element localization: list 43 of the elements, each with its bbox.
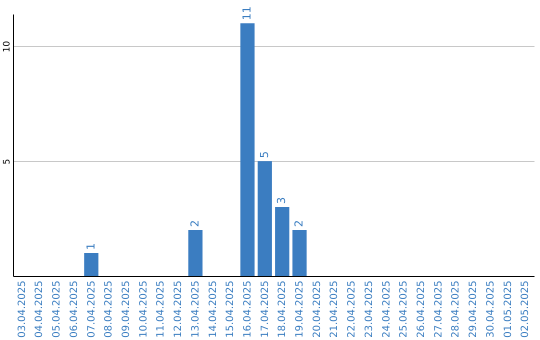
x-tick-label: 22.04.2025	[346, 280, 358, 338]
x-tick-label: 09.04.2025	[120, 280, 132, 338]
x-tick-label: 30.04.2025	[485, 280, 496, 338]
x-tick-label: 14.04.2025	[208, 280, 219, 338]
x-tick-label: 19.04.2025	[294, 280, 306, 338]
x-tick-label: 15.04.2025	[225, 280, 236, 338]
x-tick-label: 24.04.2025	[381, 280, 392, 338]
x-tick-label: 11.04.2025	[156, 280, 167, 338]
x-tick-label: 17.04.2025	[260, 280, 271, 338]
x-tick-label: 01.05.2025	[502, 280, 514, 338]
x-tick-label: 20.04.2025	[312, 280, 323, 338]
x-tick-label: 10.04.2025	[138, 280, 150, 338]
x-tick-label: 13.04.2025	[190, 280, 202, 338]
x-tick-label: 07.04.2025	[86, 280, 98, 338]
x-tick-label: 04.04.2025	[34, 280, 46, 338]
x-tick-label: 27.04.2025	[433, 280, 444, 338]
bar	[240, 23, 255, 276]
x-tick-label: 25.04.2025	[398, 280, 410, 338]
bar	[84, 253, 98, 276]
data-label: 1	[84, 243, 98, 250]
bar	[292, 230, 307, 276]
data-label: 3	[275, 197, 288, 204]
x-tick-label: 21.04.2025	[329, 280, 340, 338]
y-tick-label: 10	[2, 40, 12, 52]
x-tick-label: 12.04.2025	[173, 280, 184, 338]
data-label: 11	[240, 6, 254, 20]
x-tick-label: 06.04.2025	[68, 280, 80, 338]
data-label: 2	[292, 220, 306, 228]
x-tick-label: 16.04.2025	[242, 280, 254, 338]
x-tick-label: 29.04.2025	[468, 280, 480, 338]
x-tick-label: 18.04.2025	[277, 280, 288, 338]
x-tick-label: 28.04.2025	[450, 280, 462, 338]
bar	[188, 230, 203, 276]
bar	[258, 161, 272, 276]
bar	[275, 207, 290, 276]
x-tick-label: 23.04.2025	[364, 280, 375, 338]
x-tick-label: 02.05.2025	[520, 280, 532, 338]
data-label: 5	[258, 151, 271, 158]
x-tick-label: 08.04.2025	[104, 280, 115, 338]
x-tick-label: 26.04.2025	[416, 280, 428, 338]
x-tick-label: 03.04.2025	[16, 280, 28, 338]
data-label: 2	[188, 220, 202, 228]
x-tick-label: 05.04.2025	[52, 280, 63, 338]
